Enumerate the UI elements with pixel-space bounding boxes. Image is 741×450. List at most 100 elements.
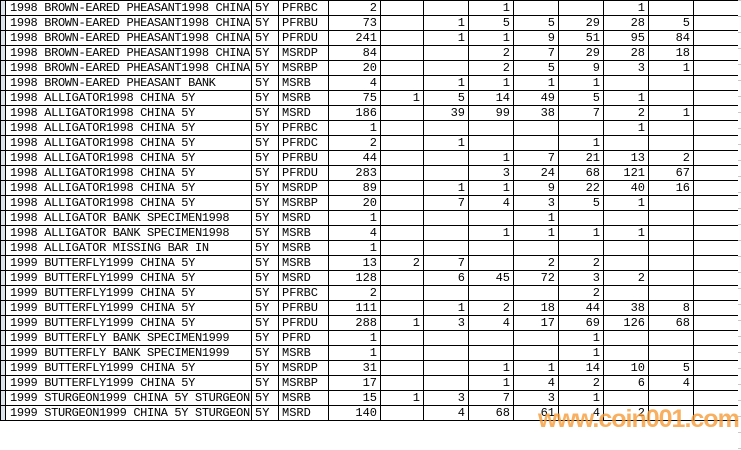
cell-denomination[interactable]: 5Y (251, 375, 279, 391)
cell-denomination[interactable]: 5Y (251, 45, 279, 61)
cell-grade-count-3[interactable] (468, 255, 514, 271)
cell-description[interactable]: 1999 BUTTERFLY1999 CHINA 5Y (5, 360, 252, 376)
cell-grade-count-1[interactable]: 1 (380, 315, 424, 331)
cell-grade-count-8[interactable] (693, 120, 739, 136)
cell-grade-count-8[interactable] (693, 270, 739, 286)
cell-grade-count-5[interactable]: 69 (558, 315, 604, 331)
cell-grade-count-2[interactable]: 1 (423, 300, 469, 316)
cell-grade-count-4[interactable] (513, 285, 559, 301)
cell-grade-count-2[interactable] (423, 225, 469, 241)
cell-grade-code[interactable]: MSRB (278, 255, 329, 271)
cell-grade-count-7[interactable] (648, 75, 694, 91)
cell-grade-count-7[interactable]: 2 (648, 150, 694, 166)
cell-grade-count-7[interactable] (648, 120, 694, 136)
cell-grade-count-8[interactable] (693, 390, 739, 406)
cell-grade-count-5[interactable]: 2 (558, 375, 604, 391)
cell-grade-count-4[interactable]: 18 (513, 300, 559, 316)
cell-grade-code[interactable]: MSRD (278, 405, 329, 421)
cell-grade-code[interactable]: MSRBP (278, 60, 329, 76)
cell-grade-count-6[interactable] (603, 345, 649, 361)
cell-description[interactable]: 1998 BROWN-EARED PHEASANT1998 CHINA (5, 30, 252, 46)
cell-grade-count-6[interactable]: 40 (603, 180, 649, 196)
cell-total-count[interactable]: 13 (328, 255, 381, 271)
cell-grade-count-2[interactable]: 1 (423, 135, 469, 151)
cell-grade-count-3[interactable]: 1 (468, 150, 514, 166)
cell-grade-count-4[interactable]: 2 (513, 255, 559, 271)
cell-description[interactable]: 1999 BUTTERFLY1999 CHINA 5Y (5, 270, 252, 286)
cell-grade-count-6[interactable]: 2 (603, 405, 649, 421)
cell-grade-count-5[interactable]: 5 (558, 195, 604, 211)
cell-grade-count-6[interactable]: 10 (603, 360, 649, 376)
cell-grade-count-2[interactable]: 7 (423, 255, 469, 271)
cell-grade-count-7[interactable]: 5 (648, 15, 694, 31)
cell-grade-count-5[interactable]: 4 (558, 405, 604, 421)
cell-grade-code[interactable]: MSRDP (278, 180, 329, 196)
cell-grade-count-8[interactable] (693, 195, 739, 211)
cell-description[interactable]: 1998 ALLIGATOR BANK SPECIMEN1998 (5, 225, 252, 241)
cell-denomination[interactable]: 5Y (251, 120, 279, 136)
cell-denomination[interactable]: 5Y (251, 105, 279, 121)
cell-grade-count-1[interactable] (380, 405, 424, 421)
cell-grade-count-8[interactable] (693, 180, 739, 196)
cell-grade-count-7[interactable] (648, 255, 694, 271)
cell-grade-count-2[interactable] (423, 120, 469, 136)
cell-grade-count-3[interactable] (468, 285, 514, 301)
cell-grade-count-3[interactable]: 2 (468, 300, 514, 316)
cell-total-count[interactable]: 89 (328, 180, 381, 196)
cell-total-count[interactable]: 15 (328, 390, 381, 406)
cell-grade-count-2[interactable] (423, 45, 469, 61)
cell-description[interactable]: 1999 BUTTERFLY1999 CHINA 5Y (5, 375, 252, 391)
cell-grade-count-3[interactable]: 45 (468, 270, 514, 286)
cell-denomination[interactable]: 5Y (251, 180, 279, 196)
cell-grade-count-1[interactable] (380, 15, 424, 31)
cell-total-count[interactable]: 20 (328, 60, 381, 76)
cell-grade-code[interactable]: MSRBP (278, 375, 329, 391)
cell-grade-count-4[interactable] (513, 240, 559, 256)
cell-grade-count-8[interactable] (693, 30, 739, 46)
cell-description[interactable]: 1999 STURGEON1999 CHINA 5Y STURGEON (5, 405, 252, 421)
cell-grade-count-8[interactable] (693, 315, 739, 331)
cell-grade-count-4[interactable] (513, 0, 559, 16)
cell-total-count[interactable]: 1 (328, 330, 381, 346)
cell-denomination[interactable]: 5Y (251, 330, 279, 346)
cell-grade-count-5[interactable]: 7 (558, 105, 604, 121)
cell-grade-count-8[interactable] (693, 285, 739, 301)
cell-grade-count-2[interactable]: 1 (423, 30, 469, 46)
cell-grade-count-8[interactable] (693, 150, 739, 166)
cell-total-count[interactable]: 2 (328, 0, 381, 16)
cell-grade-count-8[interactable] (693, 345, 739, 361)
cell-grade-count-1[interactable] (380, 240, 424, 256)
cell-grade-count-4[interactable]: 5 (513, 15, 559, 31)
cell-grade-count-6[interactable]: 2 (603, 105, 649, 121)
cell-grade-code[interactable]: PFRDU (278, 165, 329, 181)
cell-grade-code[interactable]: PFRDU (278, 30, 329, 46)
cell-grade-count-4[interactable]: 49 (513, 90, 559, 106)
cell-grade-code[interactable]: PFRBU (278, 150, 329, 166)
cell-description[interactable]: 1999 BUTTERFLY BANK SPECIMEN1999 (5, 330, 252, 346)
cell-grade-count-2[interactable] (423, 60, 469, 76)
cell-grade-count-1[interactable]: 1 (380, 90, 424, 106)
cell-grade-code[interactable]: MSRD (278, 270, 329, 286)
cell-grade-count-5[interactable]: 5 (558, 90, 604, 106)
cell-grade-count-6[interactable] (603, 210, 649, 226)
cell-grade-count-6[interactable]: 2 (603, 270, 649, 286)
cell-grade-count-7[interactable]: 84 (648, 30, 694, 46)
cell-grade-count-5[interactable] (558, 120, 604, 136)
cell-description[interactable]: 1998 BROWN-EARED PHEASANT1998 CHINA (5, 60, 252, 76)
cell-grade-count-2[interactable] (423, 360, 469, 376)
cell-denomination[interactable]: 5Y (251, 150, 279, 166)
cell-description[interactable]: 1998 ALLIGATOR BANK SPECIMEN1998 (5, 210, 252, 226)
cell-grade-count-4[interactable] (513, 345, 559, 361)
cell-total-count[interactable]: 241 (328, 30, 381, 46)
cell-total-count[interactable]: 17 (328, 375, 381, 391)
cell-total-count[interactable]: 4 (328, 225, 381, 241)
cell-grade-count-6[interactable]: 121 (603, 165, 649, 181)
cell-denomination[interactable]: 5Y (251, 345, 279, 361)
cell-grade-count-7[interactable] (648, 195, 694, 211)
cell-grade-count-1[interactable] (380, 30, 424, 46)
cell-denomination[interactable]: 5Y (251, 240, 279, 256)
cell-total-count[interactable]: 2 (328, 285, 381, 301)
cell-grade-count-3[interactable]: 3 (468, 165, 514, 181)
cell-grade-count-1[interactable] (380, 45, 424, 61)
cell-grade-count-1[interactable] (380, 120, 424, 136)
